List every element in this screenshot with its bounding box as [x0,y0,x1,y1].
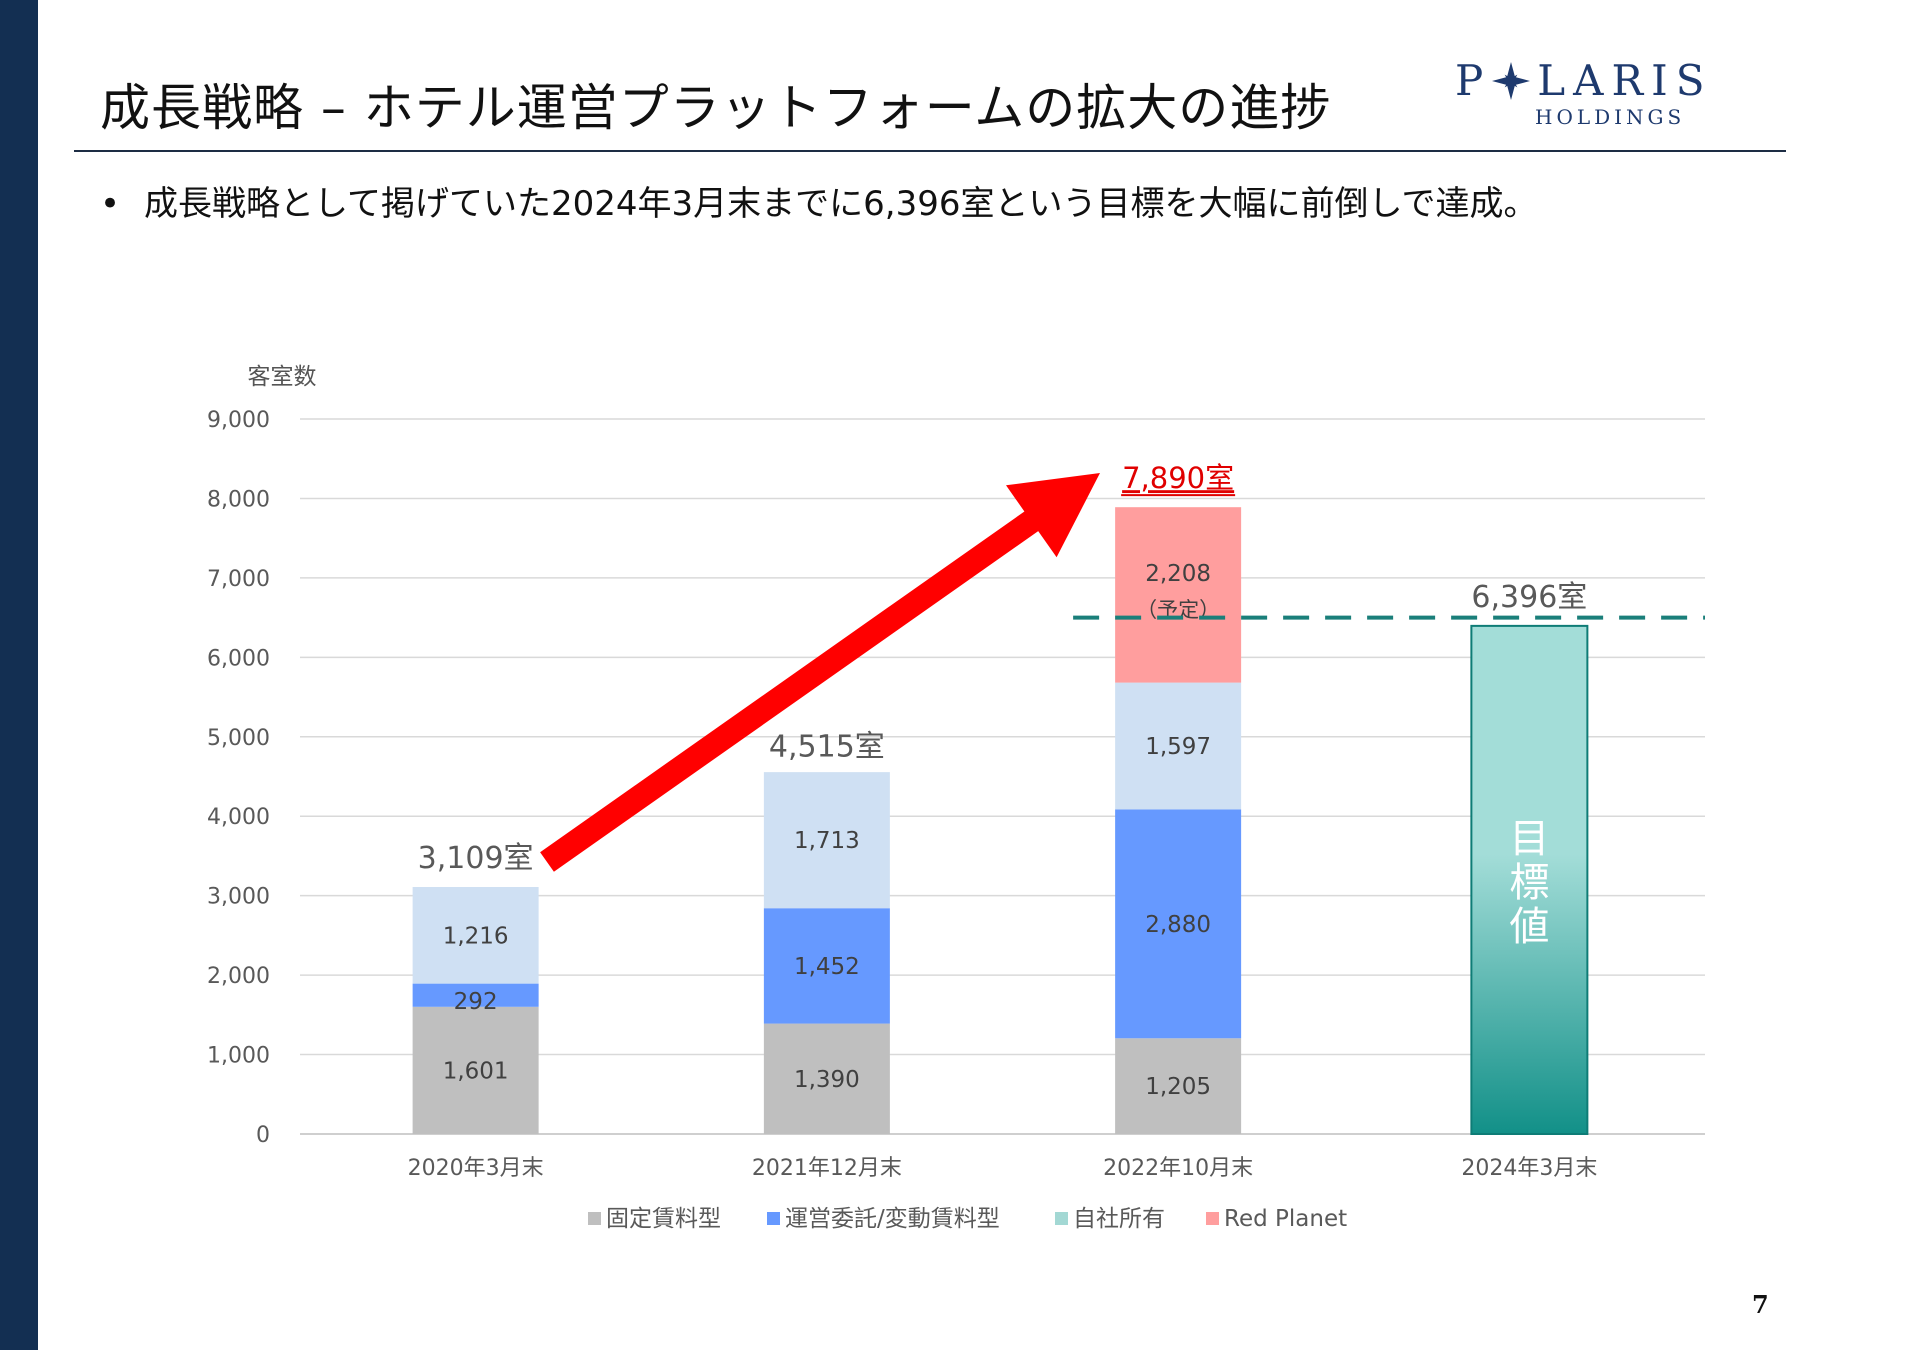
bar-value-label: 1,216 [443,923,509,949]
y-tick-label: 9,000 [207,408,270,433]
y-axis-title: 客室数 [248,364,317,390]
bar-value-label: 1,205 [1145,1074,1211,1100]
company-logo: P LARIS HOLDINGS [1455,56,1765,130]
growth-arrow [540,473,1100,872]
x-tick-label: 2022年10月末 [1103,1156,1253,1181]
legend-label: 運営委託/変動賃料型 [785,1206,1000,1232]
page-title: 成長戦略 – ホテル運営プラットフォームの拡大の進捗 [100,79,1332,137]
y-tick-label: 2,000 [207,964,270,989]
summary-text: 成長戦略として掲げていた2024年3月末までに6,396室という目標を大幅に前倒… [144,184,1538,224]
y-tick-label: 8,000 [207,487,270,512]
y-tick-label: 5,000 [207,726,270,751]
bullet-marker: • [100,184,121,224]
bar-segment-fixed [412,1006,539,1134]
y-tick-label: 0 [256,1123,270,1148]
y-tick-label: 3,000 [207,885,270,910]
y-tick-label: 7,000 [207,567,270,592]
bar-value-label: 2,208 [1145,561,1211,587]
target-bar-text: 目 [1509,816,1549,862]
title-divider [74,150,1786,152]
legend-swatch [1055,1212,1068,1225]
page-number: 7 [1752,1290,1769,1319]
legend-swatch [588,1212,601,1225]
y-tick-label: 4,000 [207,805,270,830]
x-tick-label: 2020年3月末 [408,1156,544,1181]
bar-total-label: 7,890室 [1122,461,1234,495]
target-bar-text: 値 [1509,904,1549,950]
bar-total-label: 4,515室 [769,729,885,764]
sidebar-accent [0,0,38,1350]
bar-segment-fixed [1115,1038,1242,1134]
target-bar [1470,624,1589,1136]
bar-segment-managed [1115,809,1242,1039]
legend-label: 自社所有 [1073,1206,1165,1232]
bar-segment-managed [412,983,539,1007]
bar-segment-owned [763,772,890,909]
bar-segment-owned [1115,682,1242,810]
bar-total-label: 6,396室 [1471,580,1587,615]
bar-value-label: 1,597 [1145,734,1211,760]
logo-letter-p: P [1455,56,1492,105]
logo-letters: LARIS [1537,56,1713,105]
legend-swatch [767,1212,780,1225]
logo-wordmark: P LARIS [1455,56,1712,105]
logo-subtitle: HOLDINGS [1535,105,1686,129]
bar-segment-redplanet [1115,507,1242,683]
bar-value-label: 2,880 [1145,912,1211,938]
summary-bullet: • 成長戦略として掲げていた2024年3月末までに6,396室という目標を大幅に前… [100,176,1537,225]
bar-segment-managed [763,908,890,1024]
y-tick-label: 1,000 [207,1044,270,1069]
bar-value-label: 292 [454,989,498,1015]
bar-segment-owned [412,887,539,984]
y-tick-label: 6,000 [207,646,270,671]
x-tick-label: 2024年3月末 [1461,1156,1597,1181]
bar-total-label: 3,109室 [418,841,534,876]
target-bar-text: 標 [1509,860,1549,906]
bar-value-label: 1,452 [794,954,860,980]
legend-label: 固定賃料型 [606,1206,721,1232]
bar-value-label: 1,390 [794,1067,860,1093]
star-icon [1492,62,1531,100]
bar-value-label: 1,713 [794,828,860,854]
bar-segment-fixed [763,1023,890,1134]
x-tick-label: 2021年12月末 [752,1156,902,1181]
bar-value-label: 1,601 [443,1058,509,1084]
legend-label: Red Planet [1224,1206,1347,1232]
legend-swatch [1206,1212,1219,1225]
